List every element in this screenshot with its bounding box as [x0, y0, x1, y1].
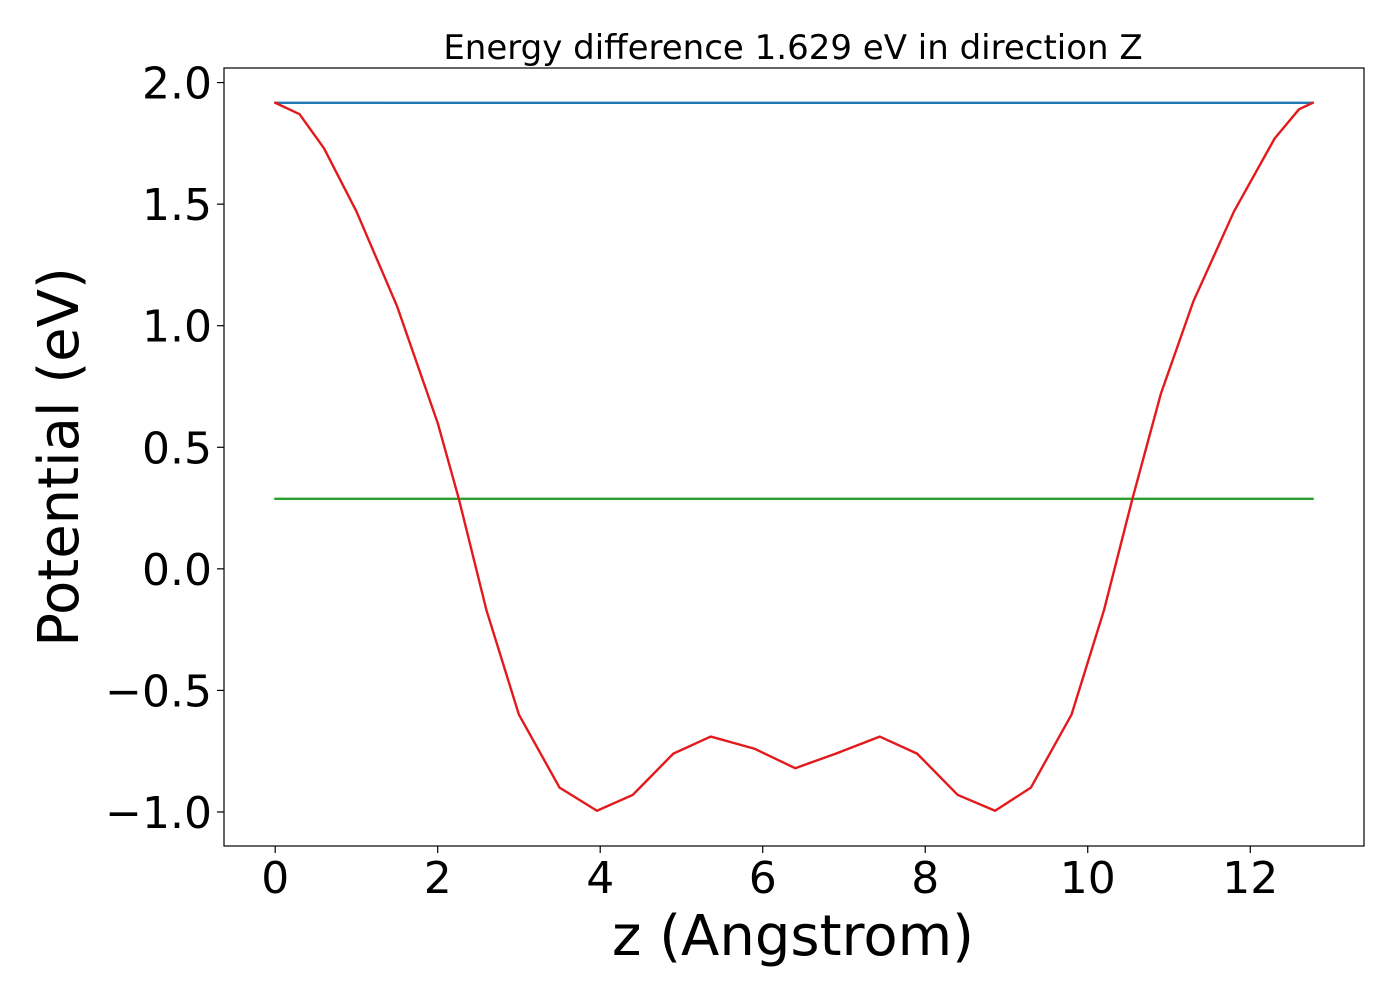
plot-frame — [223, 67, 1365, 847]
y-tick-label: 1.5 — [142, 180, 212, 231]
x-tick-label: 8 — [911, 853, 939, 904]
x-tick-label: 4 — [586, 853, 614, 904]
y-tick-label: −1.0 — [105, 788, 212, 839]
plot-area — [223, 67, 1365, 847]
x-axis-label: z (Angstrom) — [612, 904, 974, 969]
x-tick-label: 10 — [1060, 853, 1116, 904]
y-tick-label: 0.5 — [142, 423, 212, 474]
axis-ticks: 0 2 4 6 8 10 12 −1.0 −0.5 0.0 0.5 1.0 1.5 2.0 — [105, 59, 1278, 904]
y-axis-label: Potential (eV) — [27, 267, 92, 647]
y-tick-label: −0.5 — [105, 666, 212, 717]
series-line-2 — [273, 101, 1315, 812]
y-tick-label: 2.0 — [142, 59, 212, 110]
x-tick-label: 0 — [261, 853, 289, 904]
x-tick-label: 2 — [424, 853, 452, 904]
x-tick-label: 6 — [749, 853, 777, 904]
chart-title: Energy difference 1.629 eV in direction … — [443, 28, 1142, 68]
y-tick-label: 0.0 — [142, 545, 212, 596]
y-tick-label: 1.0 — [142, 302, 212, 353]
x-tick-label: 12 — [1222, 853, 1278, 904]
